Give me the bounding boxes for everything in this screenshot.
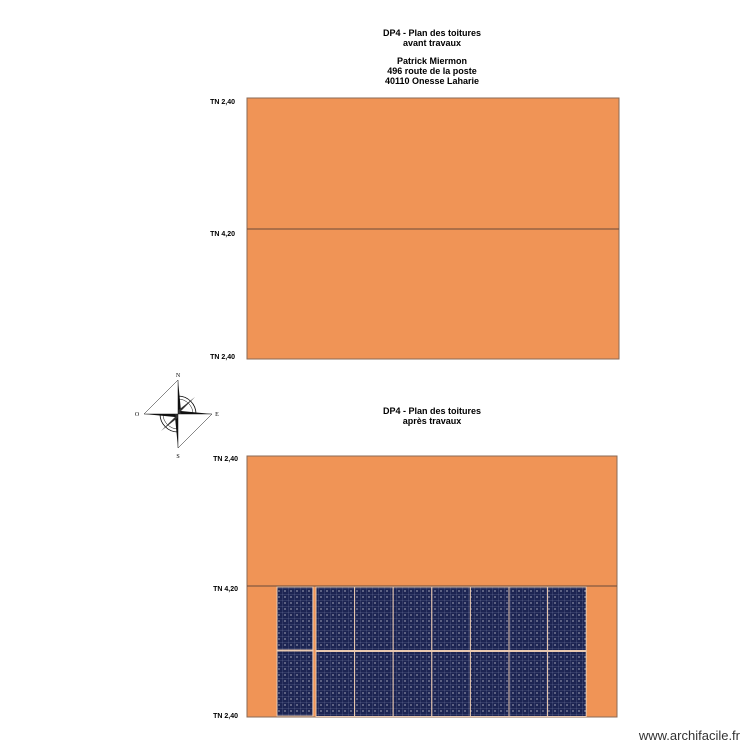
owner-city: 40110 Onesse Laharie xyxy=(385,76,479,86)
title: DP4 - Plan des toitures xyxy=(383,406,481,416)
level-label: TN 4,20 xyxy=(210,231,235,238)
title: DP4 - Plan des toitures xyxy=(383,28,481,38)
subtitle: après travaux xyxy=(403,416,462,426)
solar-panel xyxy=(276,586,314,651)
compass-e: E xyxy=(215,412,219,418)
owner-name: Patrick Miermon xyxy=(397,56,467,66)
level-label: TN 2,40 xyxy=(210,354,235,361)
compass-s: S xyxy=(176,454,179,460)
owner-street: 496 route de la poste xyxy=(387,66,477,76)
solar-panels xyxy=(276,586,587,717)
solar-panel xyxy=(508,651,549,717)
solar-panel xyxy=(392,586,433,651)
level-label: TN 4,20 xyxy=(213,586,238,593)
level-label: TN 2,40 xyxy=(213,713,238,720)
solar-panel xyxy=(469,586,510,651)
compass: N O E S xyxy=(135,373,219,460)
solar-panel xyxy=(315,586,356,651)
solar-panel xyxy=(469,651,510,717)
compass-o: O xyxy=(135,412,140,418)
solar-panel xyxy=(508,586,549,651)
solar-panel xyxy=(547,586,587,651)
solar-panel xyxy=(392,651,433,717)
compass-n: N xyxy=(176,373,181,379)
solar-panel xyxy=(276,650,314,717)
subtitle: avant travaux xyxy=(403,38,461,48)
solar-panel xyxy=(354,651,394,717)
solar-panel xyxy=(431,586,471,651)
watermark: www.archifacile.fr xyxy=(638,728,741,743)
solar-panel xyxy=(354,586,394,651)
solar-panel xyxy=(315,651,356,717)
solar-panel xyxy=(431,651,471,717)
solar-panel xyxy=(547,651,587,717)
level-label: TN 2,40 xyxy=(213,456,238,463)
level-label: TN 2,40 xyxy=(210,99,235,106)
